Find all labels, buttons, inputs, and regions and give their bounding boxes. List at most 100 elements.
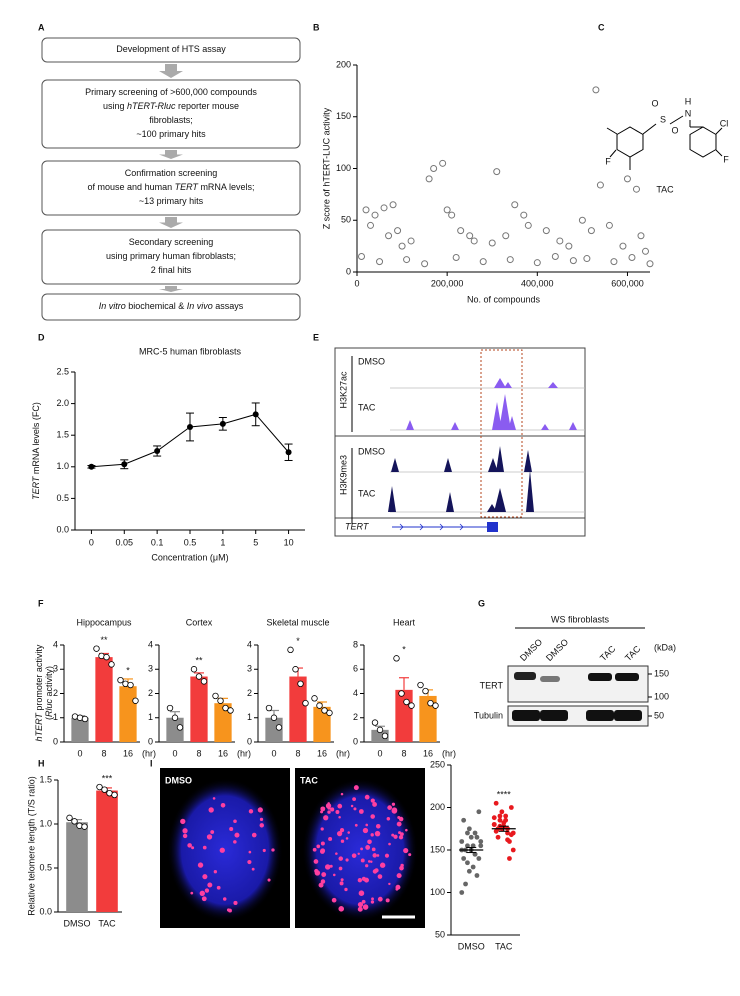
telomere-spot bbox=[208, 807, 214, 813]
telomere-spot bbox=[391, 833, 395, 837]
data-point bbox=[596, 181, 604, 189]
data-point bbox=[587, 227, 595, 235]
x-tick-label: 5 bbox=[253, 537, 258, 547]
x-tick-label: 16 bbox=[423, 748, 433, 758]
y-tick-label: 1.5 bbox=[56, 430, 69, 440]
data-point bbox=[641, 247, 649, 255]
telomere-spot bbox=[206, 834, 213, 840]
data-point bbox=[565, 242, 573, 250]
bar bbox=[71, 717, 89, 742]
text-run: reporter mouse bbox=[176, 101, 240, 111]
data-point bbox=[222, 704, 229, 712]
flow-text: using primary human fibroblasts; bbox=[106, 251, 236, 261]
data-point bbox=[476, 809, 482, 815]
bond bbox=[606, 127, 618, 135]
peak bbox=[526, 470, 534, 512]
data-point bbox=[488, 239, 496, 247]
x-tick-label: 8 bbox=[295, 748, 300, 758]
y-axis-label: (Rluc activity) bbox=[44, 666, 54, 720]
text-run: fibroblasts; bbox=[149, 115, 193, 125]
bar bbox=[395, 689, 413, 742]
panel-label: C bbox=[598, 22, 605, 32]
telomere-spot bbox=[216, 885, 221, 890]
telomere-spot bbox=[210, 830, 215, 834]
peak bbox=[446, 492, 454, 512]
flow-text: of mouse and human TERT mRNA levels; bbox=[88, 182, 255, 192]
data-point bbox=[381, 732, 389, 740]
flow-box bbox=[41, 79, 301, 149]
data-point bbox=[476, 856, 482, 861]
bar bbox=[419, 695, 437, 742]
peak bbox=[492, 402, 502, 430]
telomere-spot bbox=[370, 860, 373, 863]
data-point bbox=[376, 726, 384, 734]
y-tick-label: 1.5 bbox=[39, 774, 52, 784]
telomere-spot bbox=[320, 841, 325, 846]
data-point bbox=[628, 254, 636, 262]
telomere-spot bbox=[340, 792, 344, 796]
data-point bbox=[619, 242, 627, 250]
y-tick-label: 0 bbox=[148, 736, 153, 746]
telomere-spot bbox=[345, 837, 349, 840]
data-point bbox=[610, 258, 618, 266]
bar bbox=[313, 706, 331, 742]
gene-strand bbox=[439, 523, 444, 531]
y-tick-label: 6 bbox=[353, 664, 358, 674]
y-tick-label: 250 bbox=[430, 759, 445, 769]
flow-text: 2 final hits bbox=[151, 265, 192, 275]
gene-strand bbox=[399, 523, 404, 531]
telomere-spot bbox=[262, 848, 266, 853]
telomere-spot bbox=[222, 897, 227, 901]
telomere-spot bbox=[327, 806, 331, 810]
text-run: Development of HTS assay bbox=[116, 44, 226, 54]
telomere-spot bbox=[365, 823, 369, 827]
data-point bbox=[421, 260, 429, 268]
bar bbox=[214, 703, 232, 742]
flow-text: Secondary screening bbox=[129, 237, 214, 247]
data-point bbox=[398, 242, 406, 250]
data-point bbox=[491, 822, 497, 827]
y-tick-label: 2.0 bbox=[56, 398, 69, 408]
data-point bbox=[302, 700, 309, 707]
telomere-spot bbox=[335, 810, 340, 814]
data-point bbox=[605, 221, 613, 229]
text-run: In vitro bbox=[99, 301, 126, 311]
bond bbox=[715, 127, 723, 135]
chart-title: Hippocampus bbox=[76, 617, 132, 627]
telomere-spot bbox=[338, 856, 344, 861]
peak bbox=[451, 422, 459, 430]
data-point bbox=[108, 661, 115, 668]
telomere-spot bbox=[219, 847, 225, 853]
telomere-spot bbox=[358, 890, 365, 896]
y-tick-label: 200 bbox=[430, 802, 445, 812]
y-tick-label: 50 bbox=[435, 929, 445, 939]
telomere-spot bbox=[340, 839, 345, 843]
image-label: DMSO bbox=[165, 775, 192, 785]
telomere-spot bbox=[347, 831, 350, 834]
data-point bbox=[66, 814, 73, 822]
x-tick-label: 0.05 bbox=[116, 537, 134, 547]
data-point bbox=[461, 856, 467, 861]
data-point bbox=[132, 697, 139, 704]
x-tick-label: 0.5 bbox=[184, 537, 197, 547]
telomere-spot bbox=[393, 834, 398, 839]
telomere-spot bbox=[370, 900, 375, 904]
telomere-spot bbox=[323, 815, 329, 821]
data-point bbox=[470, 843, 476, 849]
telomere-spot bbox=[339, 828, 345, 833]
peak bbox=[548, 382, 558, 388]
peak bbox=[388, 486, 396, 512]
peak bbox=[508, 416, 516, 430]
peak bbox=[444, 458, 452, 472]
telomere-spot bbox=[408, 853, 412, 857]
bar bbox=[190, 676, 208, 742]
flow-arrow bbox=[159, 150, 183, 159]
data-point bbox=[88, 463, 95, 470]
telomere-spot bbox=[327, 810, 331, 814]
telomere-spot bbox=[234, 832, 240, 838]
data-point bbox=[448, 211, 456, 219]
y-tick-label: 0 bbox=[247, 736, 252, 746]
telomere-spot bbox=[364, 794, 370, 800]
data-point bbox=[394, 227, 402, 235]
text-run: ~100 primary hits bbox=[136, 129, 206, 139]
